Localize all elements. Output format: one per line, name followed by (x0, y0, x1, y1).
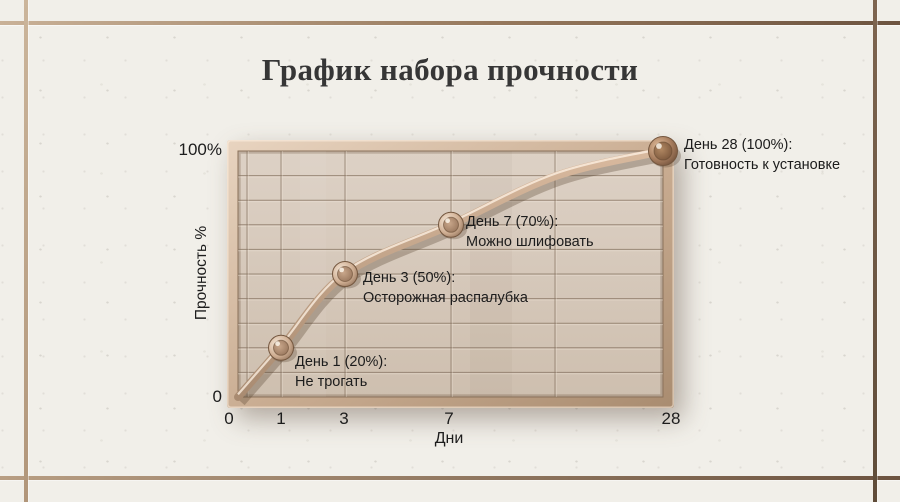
x-tick-3: 3 (339, 409, 349, 428)
y-axis-zero-label: 0 (212, 387, 222, 406)
annotation-day-1: День 1 (20%): Не трогать (295, 352, 387, 392)
x-tick-28: 28 (661, 409, 681, 428)
annotation-day-28: День 28 (100%): Готовность к установке (684, 135, 840, 175)
tile-grout-right (873, 0, 877, 502)
data-point-knob-day-1 (268, 334, 297, 363)
annotation-title: День 1 (20%): (295, 354, 388, 370)
annotation-day-3: День 3 (50%): Осторожная распалубка (363, 268, 528, 308)
y-axis-title: Прочность % (193, 225, 210, 321)
data-point-knob-day-28 (648, 136, 681, 168)
x-tick-7: 7 (444, 409, 454, 428)
annotation-note: Можно шлифовать (466, 234, 594, 250)
tile-grout-top (0, 21, 900, 25)
x-tick-1: 1 (276, 409, 286, 428)
x-tick-0: 0 (224, 409, 234, 428)
annotation-note: Осторожная распалубка (363, 290, 528, 306)
data-point-knob-day-3 (332, 261, 361, 289)
tile-grout-bottom (0, 476, 900, 480)
annotation-title: День 7 (70%): (466, 214, 559, 230)
chart-title: График набора прочности (261, 52, 639, 87)
tile-grout-left (24, 0, 28, 502)
annotation-title: День 3 (50%): (363, 270, 456, 286)
annotation-note: Готовность к установке (684, 157, 841, 173)
annotation-title: День 28 (100%): (684, 137, 793, 153)
x-axis-title: Дни (434, 430, 464, 447)
annotation-day-7: День 7 (70%): Можно шлифовать (466, 212, 594, 252)
y-axis-max-label: 100% (178, 140, 222, 159)
data-point-knob-day-7 (438, 211, 467, 240)
annotation-note: Не трогать (295, 374, 368, 390)
